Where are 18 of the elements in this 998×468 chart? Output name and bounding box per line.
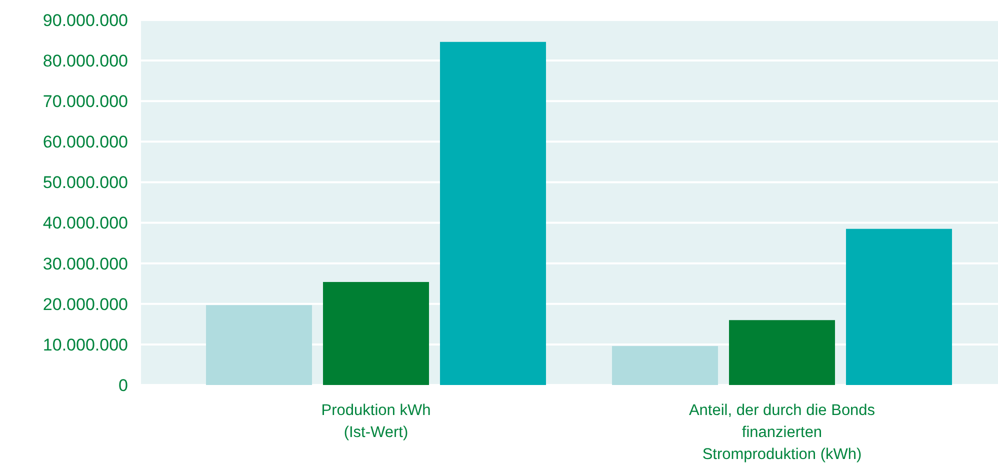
bar — [440, 42, 546, 385]
y-tick-label: 20.000.000 — [42, 294, 128, 314]
bar — [612, 346, 718, 385]
bar — [846, 228, 952, 385]
y-tick-label: 90.000.000 — [42, 10, 128, 30]
bar — [323, 282, 429, 385]
y-tick-label: 30.000.000 — [42, 254, 128, 274]
y-tick-label: 60.000.000 — [42, 132, 128, 152]
bar — [206, 305, 312, 385]
y-tick-label: 40.000.000 — [42, 214, 128, 233]
y-tick-label: 70.000.000 — [42, 92, 128, 112]
x-tick-label: Anteil, der durch die Bonds finanzierten Stromproduktion (kWh) — [688, 402, 876, 463]
y-tick-label: 80.000.000 — [42, 52, 128, 71]
y-tick-label: 10.000.000 — [42, 335, 128, 354]
x-tick-label: Produktion kWh (Ist-Wert) — [321, 402, 431, 441]
y-tick-label: 0 — [118, 376, 128, 395]
bar — [729, 320, 835, 385]
y-tick-label: 50.000.000 — [42, 173, 128, 192]
